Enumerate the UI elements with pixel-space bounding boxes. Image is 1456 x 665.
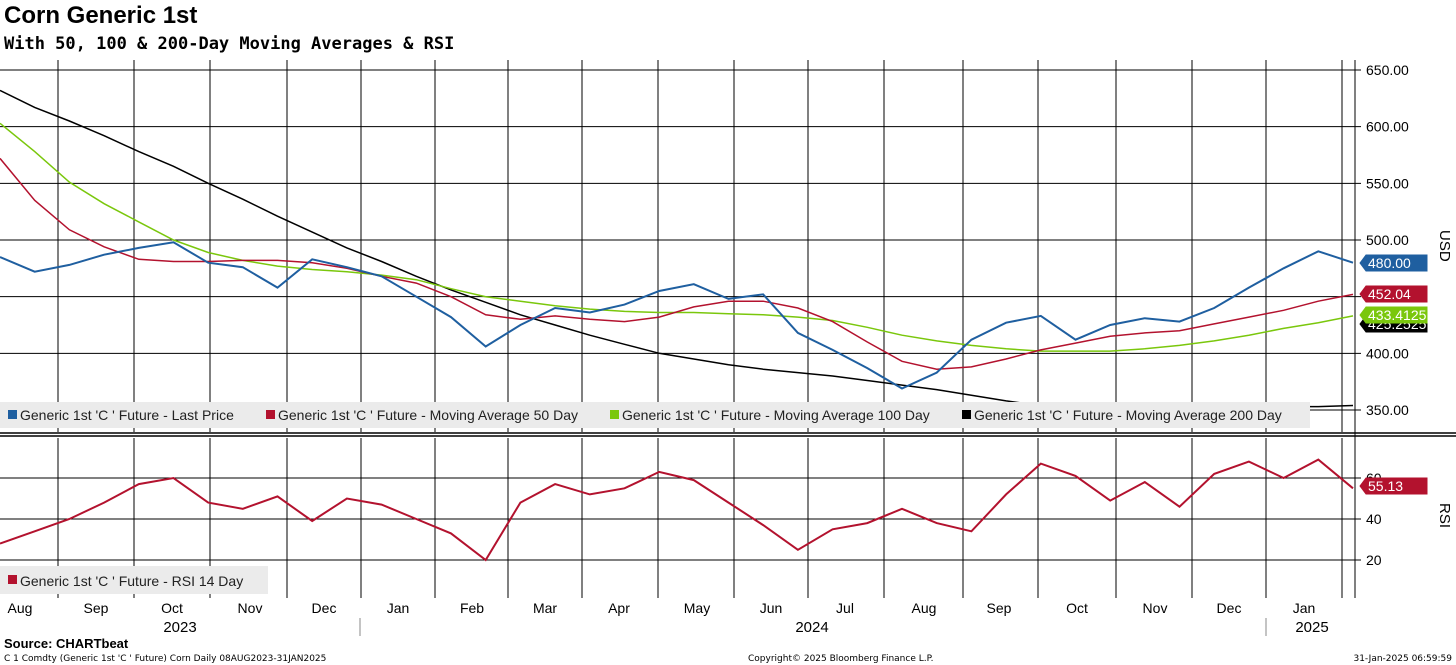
last-price-value: 480.00 — [1368, 255, 1411, 271]
y-tick-label: 600.00 — [1366, 119, 1409, 135]
legend-label: Generic 1st 'C ' Future - Last Price — [20, 407, 234, 423]
chart-title: Corn Generic 1st — [4, 2, 198, 29]
x-month-label: Jan — [1293, 600, 1316, 616]
x-month-label: May — [684, 600, 710, 616]
ma-50-value: 452.04 — [1368, 286, 1411, 302]
legend-swatch — [8, 410, 17, 419]
x-month-label: Jul — [836, 600, 854, 616]
rsi-value: 55.13 — [1368, 478, 1403, 494]
legend-swatch — [8, 575, 17, 584]
last-price-flag — [1359, 254, 1428, 272]
legend-label: Generic 1st 'C ' Future - Moving Average… — [622, 407, 930, 423]
legend-swatch — [266, 410, 275, 419]
y-tick-label: 500.00 — [1366, 232, 1409, 248]
legend-swatch — [962, 410, 971, 419]
ma-100-flag — [1359, 306, 1428, 324]
series-ma-50 — [0, 157, 1354, 370]
series-last-price — [0, 241, 1354, 390]
x-month-label: Apr — [608, 600, 630, 616]
y-tick-label: 650.00 — [1366, 62, 1409, 78]
x-month-label: Oct — [1066, 600, 1088, 616]
x-month-label: Nov — [238, 600, 263, 616]
y-axis-title: USD — [1436, 230, 1453, 262]
x-month-label: Oct — [161, 600, 183, 616]
x-year-label: 2025 — [1295, 619, 1328, 636]
legend-bottom-background — [0, 566, 268, 594]
footer-copyright: Copyright© 2025 Bloomberg Finance L.P. — [748, 654, 934, 664]
ma-50-flag — [1359, 285, 1428, 303]
rsi-tick-label: 40 — [1366, 511, 1382, 527]
ma-100-value: 433.4125 — [1368, 307, 1427, 323]
x-month-label: Aug — [912, 600, 937, 616]
chart-subtitle: With 50, 100 & 200-Day Moving Averages &… — [4, 34, 455, 54]
legend-label: Generic 1st 'C ' Future - Moving Average… — [974, 407, 1282, 423]
x-month-label: Dec — [312, 600, 337, 616]
x-month-label: Aug — [8, 600, 33, 616]
series-rsi — [0, 458, 1354, 562]
x-year-label: 2024 — [795, 619, 828, 636]
legend-label: Generic 1st 'C ' Future - RSI 14 Day — [20, 573, 243, 589]
footer-ticker: C 1 Comdty (Generic 1st 'C ' Future) Cor… — [4, 654, 327, 664]
series-ma-100 — [0, 122, 1354, 352]
x-month-label: Dec — [1217, 600, 1242, 616]
x-month-label: Jun — [760, 600, 783, 616]
x-month-label: Jan — [387, 600, 410, 616]
x-month-label: Nov — [1143, 600, 1168, 616]
legend-label: Generic 1st 'C ' Future - Moving Average… — [278, 407, 578, 423]
y-tick-label: 350.00 — [1366, 402, 1409, 418]
legend-top-background — [0, 402, 1310, 428]
rsi-flag — [1359, 477, 1428, 495]
rsi-axis-title: RSI — [1436, 503, 1453, 528]
rsi-tick-label: 20 — [1366, 552, 1382, 568]
y-tick-label: 550.00 — [1366, 175, 1409, 191]
source-label: Source: CHARTbeat — [4, 636, 129, 651]
x-month-label: Mar — [533, 600, 557, 616]
y-tick-label: 400.00 — [1366, 345, 1409, 361]
x-month-label: Sep — [84, 600, 109, 616]
legend-swatch — [610, 410, 619, 419]
x-year-label: 2023 — [163, 619, 196, 636]
x-month-label: Sep — [987, 600, 1012, 616]
footer-timestamp: 31-Jan-2025 06:59:59 — [1353, 654, 1452, 664]
x-month-label: Feb — [460, 600, 484, 616]
